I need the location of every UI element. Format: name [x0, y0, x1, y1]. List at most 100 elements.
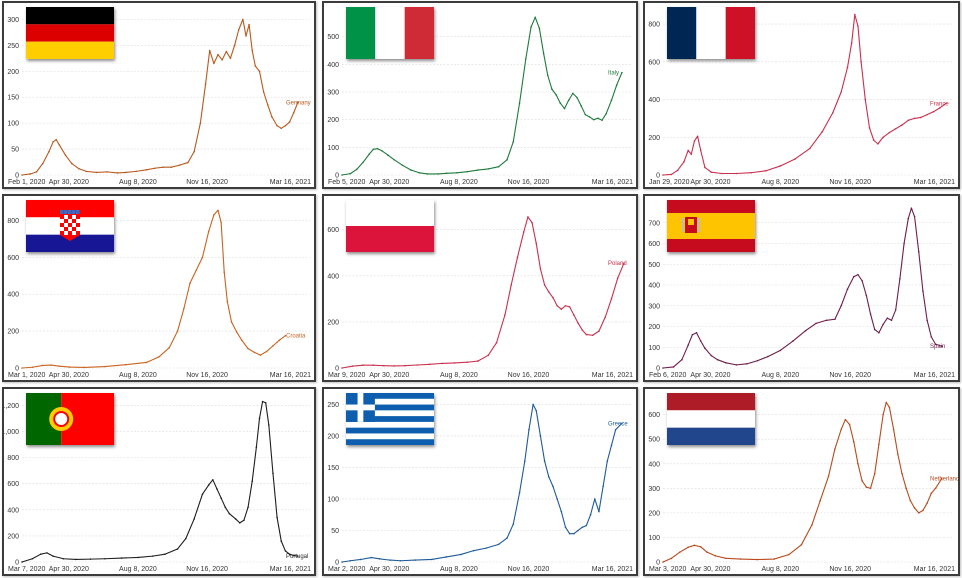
- y-tick-label: 50: [11, 147, 19, 154]
- data-point: [416, 364, 418, 366]
- x-tick-label: Nov 16, 2020: [829, 566, 871, 573]
- data-point: [877, 143, 879, 145]
- data-point: [585, 524, 588, 527]
- data-point: [800, 544, 803, 546]
- data-point: [756, 359, 759, 362]
- data-point: [687, 546, 689, 549]
- data-point: [662, 174, 664, 176]
- data-point: [288, 553, 291, 555]
- data-point: [21, 367, 23, 369]
- data-point: [735, 172, 738, 175]
- data-point: [848, 423, 851, 426]
- y-tick-label: 300: [7, 17, 19, 24]
- y-tick-label: 200: [7, 533, 19, 540]
- chart-panel: 0 50 100 150 200 250 300 Feb 1, 2020 Apr 30, 202…: [2, 1, 316, 189]
- data-point: [207, 230, 210, 233]
- data-point: [846, 288, 849, 290]
- chart-panel: 0 200 400 600 800 Mar 1, 2020 Apr 30, 2020 Aug …: [2, 194, 316, 382]
- data-point: [662, 561, 664, 563]
- data-point: [597, 117, 599, 120]
- data-point: [58, 144, 61, 146]
- data-point: [238, 522, 241, 524]
- y-tick-label: 800: [7, 455, 19, 462]
- data-point: [779, 349, 782, 352]
- data-point: [610, 99, 613, 102]
- data-point: [750, 171, 752, 174]
- data-point: [460, 553, 462, 556]
- data-point: [70, 162, 73, 165]
- data-point: [351, 365, 354, 367]
- y-tick-label: 400: [327, 62, 339, 69]
- y-tick-label: 0: [15, 173, 19, 180]
- x-tick-label: Nov 16, 2020: [186, 179, 228, 186]
- data-point: [272, 472, 274, 475]
- data-point: [581, 329, 584, 331]
- data-point: [153, 167, 156, 170]
- y-tick-label: 300: [327, 90, 339, 97]
- data-point: [538, 27, 541, 30]
- series-label: Croatia: [286, 334, 306, 340]
- data-point: [41, 364, 44, 367]
- france-flag-icon: [667, 7, 755, 59]
- data-point: [185, 537, 187, 540]
- data-point: [917, 512, 920, 514]
- netherlands-flag-icon: [667, 393, 755, 445]
- data-point: [548, 291, 550, 293]
- data-point: [512, 141, 515, 143]
- data-point: [276, 124, 278, 127]
- data-point: [437, 173, 439, 175]
- data-point: [894, 309, 897, 311]
- y-tick-label: 0: [656, 173, 660, 180]
- data-point: [899, 277, 901, 280]
- data-point: [233, 44, 236, 47]
- data-point: [580, 105, 582, 107]
- data-point: [506, 158, 508, 161]
- data-point: [393, 158, 396, 161]
- line-chart: 0 200 400 600 800 Mar 1, 2020 Apr 30, 2020 Aug …: [7, 209, 311, 379]
- data-point: [592, 118, 595, 121]
- data-point: [945, 102, 947, 105]
- data-point: [284, 124, 287, 127]
- x-tick-label: Mar 3, 2020: [649, 566, 686, 573]
- data-point: [850, 42, 853, 44]
- data-point: [861, 480, 863, 482]
- data-point: [576, 96, 578, 99]
- data-point: [691, 334, 694, 336]
- data-point: [926, 319, 928, 322]
- x-tick-label: Mar 16, 2021: [592, 372, 633, 379]
- data-point: [868, 127, 871, 129]
- x-tick-label: Mar 9, 2020: [328, 372, 365, 379]
- data-point: [193, 150, 195, 153]
- data-point: [341, 174, 343, 176]
- data-point: [834, 448, 836, 450]
- data-point: [623, 262, 625, 264]
- data-point: [120, 557, 123, 559]
- data-point: [199, 122, 202, 124]
- data-point: [610, 444, 613, 447]
- data-point: [832, 111, 834, 114]
- data-point: [926, 502, 928, 504]
- y-tick-label: 1,200: [4, 403, 19, 410]
- x-tick-label: Nov 16, 2020: [508, 566, 550, 573]
- y-tick-label: 600: [327, 227, 339, 234]
- y-tick-label: 400: [648, 461, 660, 468]
- data-point: [857, 25, 859, 27]
- y-tick-label: 150: [7, 95, 19, 102]
- data-point: [890, 319, 893, 322]
- x-tick-label: Apr 30, 2020: [690, 566, 730, 573]
- data-point: [58, 365, 61, 367]
- data-point: [224, 506, 227, 509]
- data-point: [573, 314, 575, 316]
- data-point: [466, 170, 469, 173]
- germany-flag-icon: [26, 7, 114, 59]
- y-tick-label: 150: [327, 465, 339, 472]
- data-point: [487, 354, 490, 357]
- x-tick-label: Nov 16, 2020: [829, 372, 871, 379]
- data-point: [869, 487, 872, 490]
- x-tick-label: Apr 30, 2020: [369, 179, 409, 186]
- data-point: [687, 344, 689, 346]
- data-point: [426, 173, 429, 175]
- data-point: [739, 558, 742, 560]
- data-point: [704, 166, 706, 169]
- x-tick-label: Aug 8, 2020: [440, 372, 478, 379]
